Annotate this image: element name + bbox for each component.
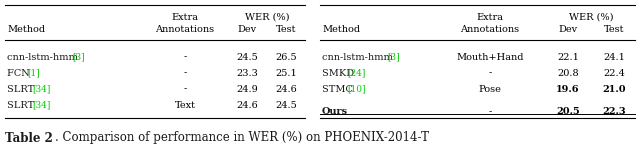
Text: 22.1: 22.1 [557,53,579,61]
Text: [1]: [1] [28,69,40,77]
Text: Text: Text [175,101,195,109]
Text: SLRT: SLRT [7,85,37,93]
Text: -: - [488,108,492,117]
Text: Test: Test [604,26,624,34]
Text: [34]: [34] [32,101,51,109]
Text: 20.8: 20.8 [557,69,579,77]
Text: . Comparison of performance in WER (%) on PHOENIX-2014-T: . Comparison of performance in WER (%) o… [55,132,429,145]
Text: -: - [184,69,187,77]
Text: 21.0: 21.0 [602,85,626,93]
Text: Test: Test [276,26,296,34]
Text: Dev: Dev [559,26,577,34]
Text: Annotations: Annotations [156,26,214,34]
Text: [24]: [24] [348,69,365,77]
Text: 25.1: 25.1 [275,69,297,77]
Text: -: - [488,69,492,77]
Text: WER (%): WER (%) [569,13,613,21]
Text: 24.5: 24.5 [236,53,258,61]
Text: SLRT: SLRT [7,101,37,109]
Text: 20.5: 20.5 [556,108,580,117]
Text: 24.6: 24.6 [236,101,258,109]
Text: 26.5: 26.5 [275,53,297,61]
Text: 24.9: 24.9 [236,85,258,93]
Text: 24.1: 24.1 [603,53,625,61]
Text: STMC: STMC [322,85,356,93]
Text: Ours: Ours [322,108,348,117]
Text: Extra: Extra [477,13,504,21]
Text: 22.4: 22.4 [603,69,625,77]
Text: Extra: Extra [172,13,198,21]
Text: Annotations: Annotations [460,26,520,34]
Text: Method: Method [322,26,360,34]
Text: [34]: [34] [32,85,51,93]
Text: cnn-lstm-hmm: cnn-lstm-hmm [7,53,81,61]
Text: 23.3: 23.3 [236,69,258,77]
Text: -: - [184,53,187,61]
Text: 24.5: 24.5 [275,101,297,109]
Text: Table 2: Table 2 [5,132,53,145]
Text: [3]: [3] [388,53,401,61]
Text: WER (%): WER (%) [244,13,289,21]
Text: [10]: [10] [348,85,366,93]
Text: SMKD: SMKD [322,69,357,77]
Text: 24.6: 24.6 [275,85,297,93]
Text: 22.3: 22.3 [602,108,626,117]
Text: Dev: Dev [237,26,257,34]
Text: Method: Method [7,26,45,34]
Text: cnn-lstm-hmm: cnn-lstm-hmm [322,53,396,61]
Text: FCN: FCN [7,69,33,77]
Text: -: - [184,85,187,93]
Text: Mouth+Hand: Mouth+Hand [456,53,524,61]
Text: [3]: [3] [73,53,85,61]
Text: Pose: Pose [479,85,501,93]
Text: 19.6: 19.6 [556,85,580,93]
